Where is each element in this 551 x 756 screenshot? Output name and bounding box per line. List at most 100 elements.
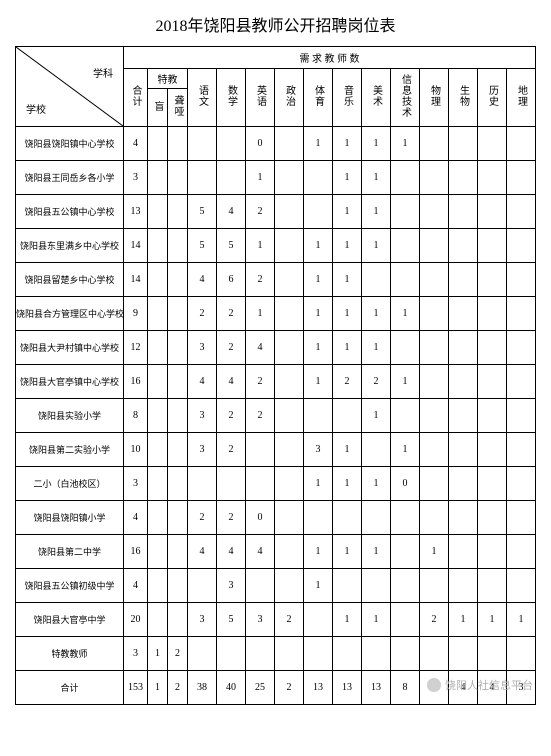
value-cell: 38 (187, 671, 216, 705)
school-cell: 二小（白池校区） (15, 467, 123, 501)
diag-school-label: 学校 (26, 101, 46, 116)
value-cell (506, 637, 535, 671)
value-cell (187, 161, 216, 195)
blind-cell (147, 127, 167, 161)
value-cell (419, 297, 448, 331)
value-cell: 1 (477, 603, 506, 637)
value-cell (245, 467, 274, 501)
value-cell (274, 161, 303, 195)
total-cell: 13 (123, 195, 147, 229)
total-cell: 3 (123, 467, 147, 501)
value-cell (419, 433, 448, 467)
table-row: 饶阳县五公镇初级中学431 (15, 569, 535, 603)
school-cell: 饶阳县饶阳镇中心学校 (15, 127, 123, 161)
total-cell: 8 (123, 399, 147, 433)
value-cell: 1 (506, 603, 535, 637)
value-cell (390, 399, 419, 433)
value-cell: 4 (216, 535, 245, 569)
value-cell: 2 (245, 195, 274, 229)
value-cell: 1 (245, 297, 274, 331)
deaf-cell (167, 297, 187, 331)
value-cell: 1 (303, 569, 332, 603)
value-cell: 2 (245, 399, 274, 433)
value-cell (419, 467, 448, 501)
table-row: 特教教师312 (15, 637, 535, 671)
value-cell (216, 127, 245, 161)
table-row: 饶阳县大官亭中学203532112111 (15, 603, 535, 637)
value-cell (506, 569, 535, 603)
value-cell (274, 399, 303, 433)
value-cell: 4 (187, 535, 216, 569)
value-cell: 1 (361, 161, 390, 195)
table-row: 二小（白池校区）31110 (15, 467, 535, 501)
value-cell (390, 195, 419, 229)
value-cell (477, 263, 506, 297)
total-cell: 4 (123, 127, 147, 161)
value-cell: 1 (361, 331, 390, 365)
table-row: 饶阳县五公镇中心学校1354211 (15, 195, 535, 229)
total-cell: 20 (123, 603, 147, 637)
total-cell: 14 (123, 229, 147, 263)
school-cell: 饶阳县东里满乡中心学校 (15, 229, 123, 263)
value-cell (419, 331, 448, 365)
col-subject: 物理 (419, 69, 448, 127)
value-cell: 1 (332, 263, 361, 297)
total-cell: 14 (123, 263, 147, 297)
value-cell: 2 (216, 331, 245, 365)
value-cell: 3 (216, 569, 245, 603)
value-cell (390, 501, 419, 535)
value-cell (187, 637, 216, 671)
value-cell (448, 161, 477, 195)
value-cell (361, 637, 390, 671)
value-cell: 1 (332, 535, 361, 569)
value-cell (448, 331, 477, 365)
value-cell (187, 467, 216, 501)
value-cell (390, 535, 419, 569)
school-cell: 合计 (15, 671, 123, 705)
value-cell: 3 (303, 433, 332, 467)
value-cell: 2 (216, 399, 245, 433)
value-cell (303, 161, 332, 195)
value-cell (274, 637, 303, 671)
value-cell (274, 467, 303, 501)
value-cell (448, 637, 477, 671)
value-cell: 0 (390, 467, 419, 501)
value-cell (419, 229, 448, 263)
deaf-cell (167, 127, 187, 161)
value-cell (332, 399, 361, 433)
deaf-cell (167, 195, 187, 229)
value-cell: 1 (332, 331, 361, 365)
value-cell: 1 (303, 263, 332, 297)
value-cell: 1 (332, 297, 361, 331)
value-cell (303, 399, 332, 433)
value-cell (245, 637, 274, 671)
table-head: 学科 学校 需 求 教 师 数 合计 特教 语文 数学 英语 政治 体育 音乐 … (15, 47, 535, 127)
value-cell: 0 (245, 501, 274, 535)
value-cell (187, 569, 216, 603)
value-cell: 2 (216, 501, 245, 535)
blind-cell (147, 467, 167, 501)
col-subject: 语文 (187, 69, 216, 127)
value-cell (477, 297, 506, 331)
table-row: 饶阳县东里满乡中心学校14551111 (15, 229, 535, 263)
value-cell (419, 127, 448, 161)
value-cell (448, 569, 477, 603)
value-cell (274, 195, 303, 229)
table-row: 饶阳县第二中学164441111 (15, 535, 535, 569)
value-cell: 1 (332, 603, 361, 637)
value-cell (506, 535, 535, 569)
deaf-cell (167, 569, 187, 603)
blind-cell (147, 263, 167, 297)
value-cell (506, 263, 535, 297)
value-cell (332, 637, 361, 671)
value-cell (506, 365, 535, 399)
value-cell: 2 (274, 671, 303, 705)
value-cell (477, 331, 506, 365)
value-cell: 8 (390, 671, 419, 705)
col-subject: 音乐 (332, 69, 361, 127)
table-row: 饶阳县饶阳镇中心学校401111 (15, 127, 535, 161)
value-cell: 1 (390, 127, 419, 161)
deaf-cell (167, 433, 187, 467)
value-cell: 3 (187, 603, 216, 637)
value-cell (419, 569, 448, 603)
